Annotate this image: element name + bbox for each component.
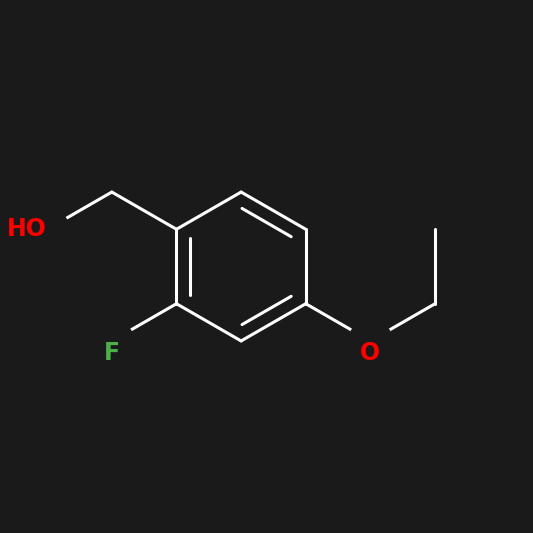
Circle shape <box>26 208 69 251</box>
Circle shape <box>90 319 133 362</box>
Text: O: O <box>360 341 381 365</box>
Circle shape <box>349 319 392 362</box>
Text: F: F <box>104 341 120 365</box>
Text: HO: HO <box>7 217 47 241</box>
